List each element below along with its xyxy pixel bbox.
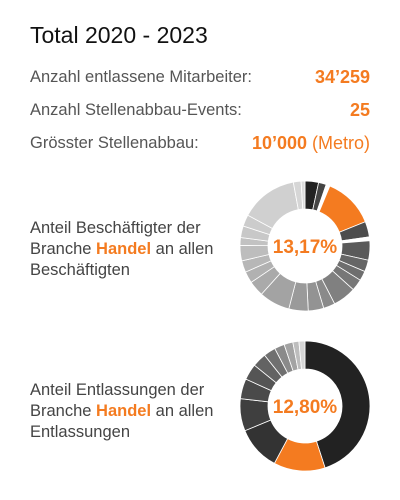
employees-share-text: Anteil Beschäftigter der Branche Handel …	[30, 219, 214, 279]
stat-value: 25	[349, 100, 370, 120]
highlight-category: Handel	[96, 240, 152, 258]
donut-center-label: 12,80%	[273, 397, 338, 418]
page-title: Total 2020 - 2023	[30, 22, 208, 48]
layoffs-share-text: Anteil Entlassungen der Branche Handel a…	[30, 381, 214, 441]
stat-value: 10’000 (Metro)	[251, 133, 370, 153]
donut-center-label: 13,17%	[273, 237, 338, 258]
highlight-category: Handel	[96, 402, 152, 420]
layoffs-share-donut: 12,80%	[239, 340, 371, 472]
stat-value: 34’259	[314, 67, 370, 87]
stat-label: Anzahl Stellenabbau-Events:	[30, 101, 242, 119]
stat-label: Grösster Stellenabbau:	[30, 134, 199, 152]
stat-label: Anzahl entlassene Mitarbeiter:	[30, 68, 252, 86]
donut-slice	[300, 180, 306, 210]
donut-slice	[304, 340, 371, 469]
employees-share-donut: 13,17%	[239, 180, 371, 312]
donut-slice	[298, 340, 306, 370]
